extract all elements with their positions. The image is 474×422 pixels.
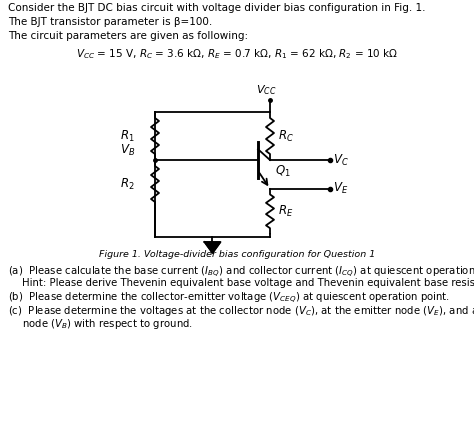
Text: The BJT transistor parameter is β=100.: The BJT transistor parameter is β=100.	[8, 17, 212, 27]
Text: $R_2$: $R_2$	[120, 176, 135, 192]
Text: (c)  Please determine the voltages at the collector node ($V_C$), at the emitter: (c) Please determine the voltages at the…	[8, 304, 474, 318]
Text: $V_E$: $V_E$	[333, 181, 348, 196]
Text: Consider the BJT DC bias circuit with voltage divider bias configuration in Fig.: Consider the BJT DC bias circuit with vo…	[8, 3, 426, 13]
Text: $Q_1$: $Q_1$	[275, 164, 291, 179]
Text: $R_E$: $R_E$	[278, 204, 293, 219]
Polygon shape	[204, 242, 220, 253]
Text: (a)  Please calculate the base current ($I_{BQ}$) and collector current ($I_{CQ}: (a) Please calculate the base current ($…	[8, 265, 474, 280]
Text: Hint: Please derive Thevenin equivalent base voltage and Thevenin equivalent bas: Hint: Please derive Thevenin equivalent …	[22, 278, 474, 288]
Text: $V_C$: $V_C$	[333, 152, 349, 168]
Text: $V_B$: $V_B$	[120, 143, 135, 158]
Text: Figure 1. Voltage-divider bias configuration for Question 1: Figure 1. Voltage-divider bias configura…	[99, 250, 375, 259]
Text: node ($V_B$) with respect to ground.: node ($V_B$) with respect to ground.	[22, 317, 193, 331]
Text: The circuit parameters are given as following:: The circuit parameters are given as foll…	[8, 31, 248, 41]
Text: (b)  Please determine the collector-emitter voltage ($V_{CEQ}$) at quiescent ope: (b) Please determine the collector-emitt…	[8, 291, 450, 306]
Text: $R_C$: $R_C$	[278, 128, 294, 143]
Text: $R_1$: $R_1$	[120, 128, 135, 143]
Text: $V_{CC}$: $V_{CC}$	[256, 83, 276, 97]
Text: $V_{CC}$ = 15 V, $R_C$ = 3.6 k$\Omega$, $R_E$ = 0.7 k$\Omega$, $R_1$ = 62 k$\Ome: $V_{CC}$ = 15 V, $R_C$ = 3.6 k$\Omega$, …	[76, 47, 398, 61]
